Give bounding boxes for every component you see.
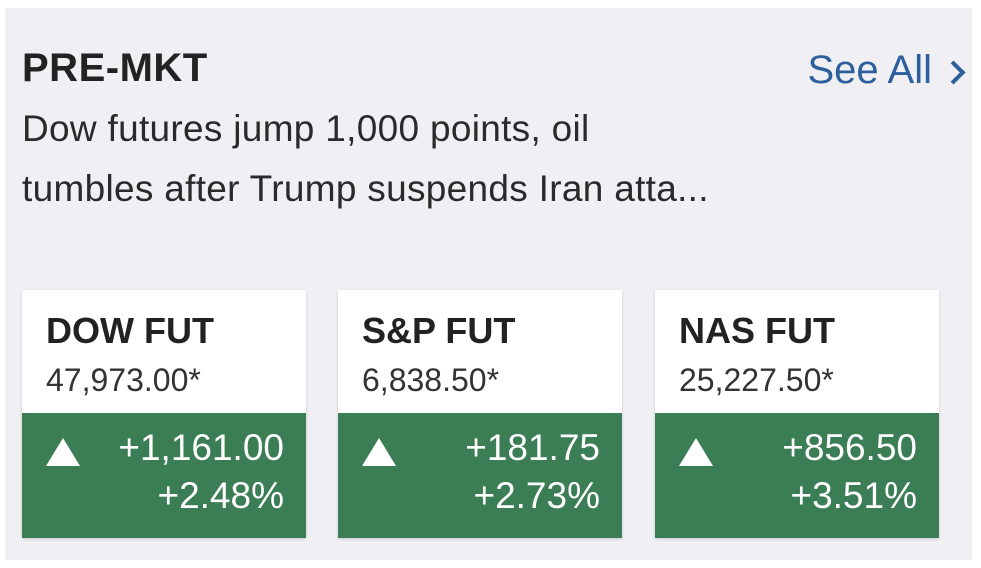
- headline-line[interactable]: tumbles after Trump suspends Iran atta..…: [22, 168, 709, 209]
- card-percent[interactable]: +3.51%: [790, 475, 917, 516]
- change-box[interactable]: +1,161.00 +2.48%: [22, 413, 306, 538]
- headline-line[interactable]: Dow futures jump 1,000 points, oil: [22, 108, 590, 149]
- section-title: PRE-MKT: [22, 46, 208, 90]
- futures-card[interactable]: NAS FUT 25,227.50* +856.50 +3.51%: [655, 290, 939, 538]
- change-box[interactable]: +181.75 +2.73%: [338, 413, 622, 538]
- up-arrow-icon[interactable]: [46, 438, 80, 466]
- up-arrow-icon[interactable]: [362, 438, 396, 466]
- card-change[interactable]: +856.50: [782, 427, 917, 468]
- change-box[interactable]: +856.50 +3.51%: [655, 413, 939, 538]
- card-name[interactable]: NAS FUT: [679, 310, 835, 351]
- card-price[interactable]: 6,838.50*: [362, 362, 500, 398]
- card-price[interactable]: 25,227.50*: [679, 362, 834, 398]
- card-name[interactable]: DOW FUT: [46, 310, 214, 351]
- card-percent[interactable]: +2.48%: [157, 475, 284, 516]
- card-price[interactable]: 47,973.00*: [46, 362, 201, 398]
- futures-card[interactable]: S&P FUT 6,838.50* +181.75 +2.73%: [338, 290, 622, 538]
- pre-market-panel: PRE-MKT See All Dow futures jump 1,000 p…: [5, 8, 972, 560]
- futures-card[interactable]: DOW FUT 47,973.00* +1,161.00 +2.48%: [22, 290, 306, 538]
- card-name[interactable]: S&P FUT: [362, 310, 516, 351]
- see-all-link[interactable]: See All: [807, 48, 966, 93]
- card-change[interactable]: +1,161.00: [118, 427, 284, 468]
- card-percent[interactable]: +2.73%: [473, 475, 600, 516]
- link-text[interactable]: See All: [807, 48, 932, 92]
- up-arrow-icon[interactable]: [679, 438, 713, 466]
- chevron-icon[interactable]: [941, 60, 966, 85]
- card-change[interactable]: +181.75: [465, 427, 600, 468]
